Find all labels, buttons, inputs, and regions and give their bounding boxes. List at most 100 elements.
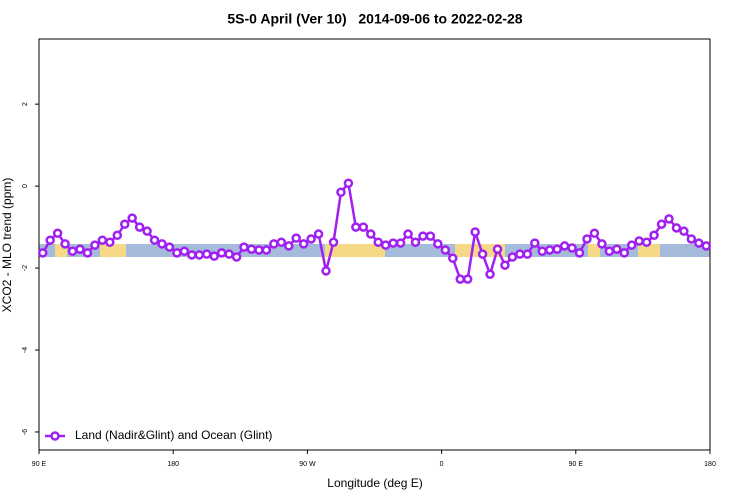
point [276,237,287,247]
point [530,238,540,248]
point [664,214,674,224]
point [649,230,659,241]
point [105,237,115,247]
legend-marker [50,431,60,441]
x-tick-label: 90 E [569,461,584,468]
point [537,246,547,257]
point [589,228,600,238]
point [343,178,354,188]
point [425,231,436,241]
point [298,239,309,249]
point [45,235,55,245]
point [157,239,167,249]
point [418,231,428,241]
point [410,237,421,247]
point [336,187,346,198]
point [37,248,48,258]
point [619,248,630,258]
point [97,235,108,245]
point [269,239,279,249]
point [448,253,458,263]
point [187,250,197,260]
point [559,241,570,251]
x-tick-label: 0 [440,461,444,468]
y-tick-label: -4 [22,347,29,353]
point [597,239,607,249]
point [455,274,465,284]
point [291,233,301,243]
y-tick-label: 2 [22,102,29,106]
point [679,226,689,236]
point [395,238,406,248]
y-tick-label: 0 [22,184,29,188]
point [604,246,615,257]
point [641,237,652,247]
point [522,249,533,259]
point [216,248,227,258]
point [149,235,160,245]
point [626,240,637,250]
x-axis-label: Longitude (deg E) [327,476,422,490]
point [75,244,85,254]
point [254,245,264,255]
point [515,249,525,259]
point [134,222,145,232]
point [82,248,93,258]
point [179,246,190,257]
point [194,250,205,260]
point [142,226,152,236]
point [567,243,577,253]
point [366,229,376,239]
x-tick-label: 90 E [32,461,47,468]
point [112,230,123,241]
point [127,213,137,223]
point [261,245,272,255]
point [612,244,622,254]
point [634,236,644,246]
point [67,246,78,257]
point [492,244,503,254]
point [686,234,697,244]
point [403,229,413,239]
y-tick-label: -6 [22,429,29,435]
point [470,227,480,237]
point [209,251,219,261]
point [284,241,294,251]
point [574,248,585,258]
point [164,242,175,252]
point [172,248,182,258]
point [462,274,473,284]
point [313,229,324,239]
x-tick-label: 180 [167,461,179,468]
x-tick-label: 180 [704,461,716,468]
point [231,252,242,262]
point [500,260,510,270]
point [52,228,63,238]
point [440,245,451,255]
point [552,244,562,254]
legend-label: Land (Nadir&Glint) and Ocean (Glint) [75,428,272,442]
point [507,252,518,262]
point [60,239,70,249]
point [388,238,398,248]
point [656,219,667,229]
point [246,244,257,254]
x-tick-label: 90 W [299,461,316,468]
point [380,240,391,250]
point [351,222,361,232]
point [433,239,443,249]
point [239,242,249,252]
point [90,240,100,250]
point [485,269,495,279]
land-band [55,244,660,257]
point [358,222,369,232]
y-axis-label: XCO2 - MLO trend (ppm) [0,178,14,313]
point [328,237,339,247]
point [701,241,712,251]
point [202,249,212,259]
point [582,234,592,244]
chart-title: 5S-0 April (Ver 10) 2014-09-06 to 2022-0… [227,11,522,27]
point [694,238,704,248]
